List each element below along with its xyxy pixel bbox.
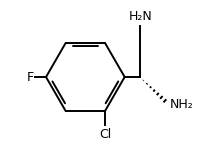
Text: F: F xyxy=(27,71,34,83)
Text: H₂N: H₂N xyxy=(129,10,152,22)
Text: NH₂: NH₂ xyxy=(170,98,194,111)
Text: Cl: Cl xyxy=(99,128,111,141)
